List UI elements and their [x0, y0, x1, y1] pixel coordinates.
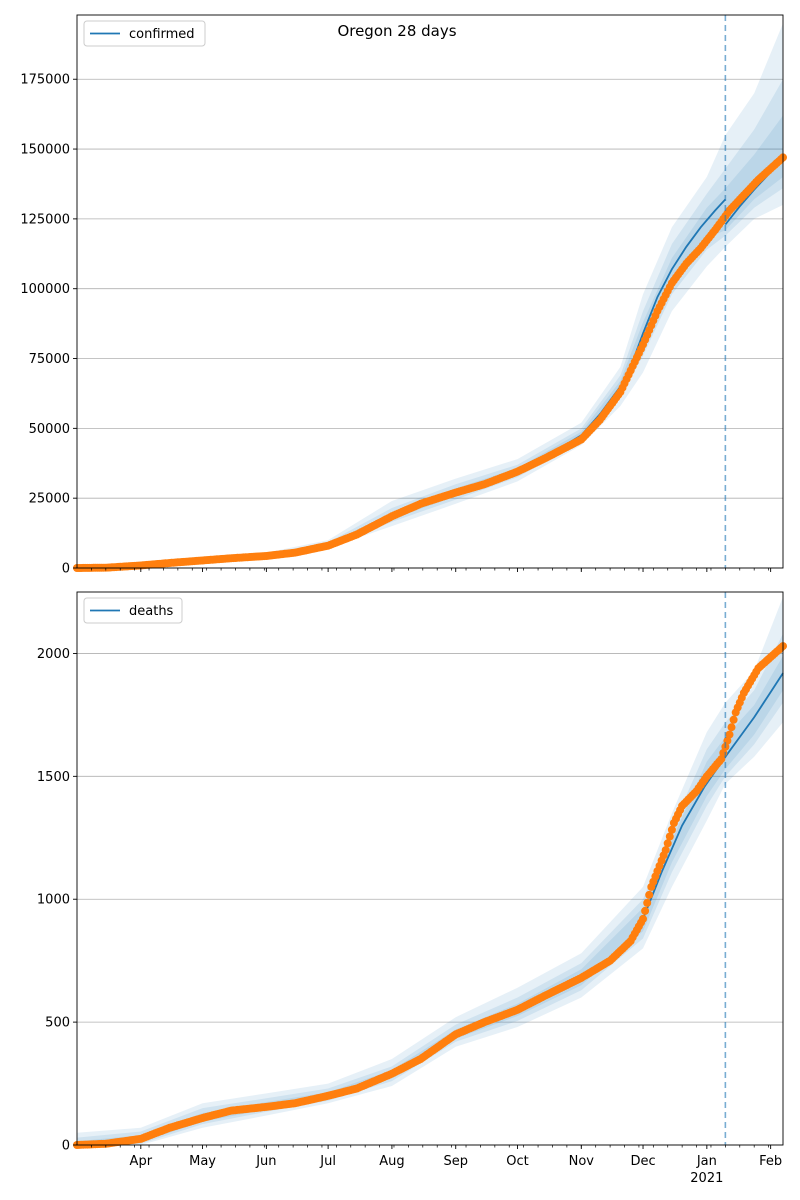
- observed-point: [665, 832, 674, 841]
- observed-point: [641, 906, 650, 915]
- y-tick-label: 0: [62, 1139, 70, 1154]
- model-line: [724, 672, 784, 758]
- uncertainty-band: [77, 655, 783, 1145]
- legend-box: [83, 597, 183, 624]
- axes-frame: [76, 591, 784, 1146]
- legend-box: [83, 20, 206, 47]
- chart-title: Oregon 28 days: [337, 22, 456, 40]
- observed-point: [725, 730, 734, 739]
- x-tick-label: Dec: [630, 1154, 655, 1169]
- x-tick-label: Sep: [443, 1154, 468, 1169]
- observed-point: [663, 839, 672, 848]
- observed-point: [645, 890, 654, 899]
- x-tick-label: Jul: [319, 1154, 336, 1169]
- observed-point: [661, 846, 670, 855]
- observed-point: [643, 898, 652, 907]
- x-year-label: 2021: [690, 1171, 723, 1186]
- deaths-panel: 0 500 1000 1500 2000 Apr May Jun Jul Aug Sep Oct Nov…: [37, 591, 787, 1186]
- x-tick-label: Feb: [759, 1154, 782, 1169]
- observed-points: [73, 642, 787, 1149]
- x-tick-label: Jan: [696, 1154, 717, 1169]
- uncertainty-band: [77, 79, 783, 568]
- legend-label: confirmed: [129, 27, 195, 42]
- x-tick-label: Nov: [569, 1154, 595, 1169]
- x-tick-label: Apr: [130, 1154, 153, 1169]
- y-tick-label: 0: [62, 562, 70, 577]
- observed-point: [639, 914, 647, 923]
- y-tick-label: 500: [45, 1016, 70, 1031]
- y-tick-label: 175000: [20, 73, 70, 88]
- x-tick-label: May: [189, 1154, 216, 1169]
- y-tick-label: 1000: [37, 893, 70, 908]
- observed-point: [729, 715, 738, 724]
- y-tick-label: 2000: [37, 647, 70, 662]
- y-tick-label: 50000: [29, 422, 70, 437]
- y-tick-label: 125000: [20, 212, 70, 227]
- x-tick-label: Jun: [255, 1154, 276, 1169]
- y-tick-label: 25000: [29, 492, 70, 507]
- uncertainty-band: [77, 596, 783, 1145]
- y-tick-label: 150000: [20, 143, 70, 158]
- y-tick-label: 75000: [29, 352, 70, 367]
- observed-points: [73, 153, 787, 572]
- confirmed-panel: 0 25000 50000 75000 100000 125000 150000 175000…: [20, 14, 787, 577]
- y-tick-label: 1500: [37, 770, 70, 785]
- observed-point: [717, 755, 726, 764]
- legend-label: deaths: [129, 604, 174, 619]
- x-tick-label: Oct: [506, 1154, 528, 1169]
- y-tick-label: 100000: [20, 282, 70, 297]
- observed-point: [727, 723, 736, 732]
- uncertainty-band: [77, 633, 783, 1145]
- axes-frame: [76, 14, 784, 569]
- x-tick-label: Aug: [379, 1154, 404, 1169]
- observed-point: [667, 825, 676, 834]
